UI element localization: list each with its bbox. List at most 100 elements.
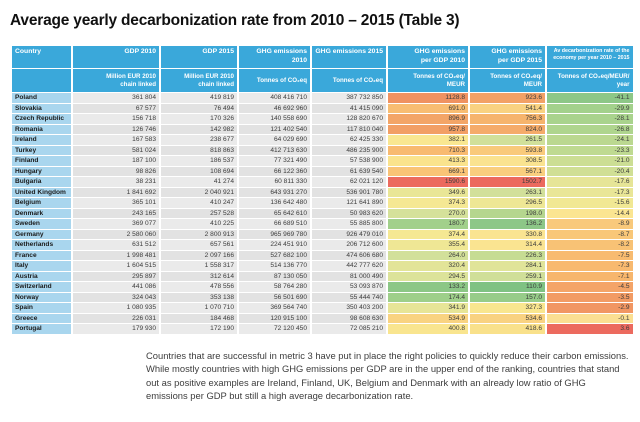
- gdp-2010-cell: 441 086: [71, 281, 161, 293]
- intensity-2010-cell: 710.3: [386, 144, 470, 156]
- intensity-2015-cell: 136.2: [468, 218, 547, 230]
- gdp-2015-cell: 184 468: [159, 312, 239, 324]
- header-row-units: Million EUR 2010 chain linked Million EU…: [10, 68, 634, 93]
- col-header-ghg-2010: GHG emissions 2010: [237, 45, 312, 69]
- decarb-rate-cell: -2.9: [545, 302, 634, 314]
- gdp-2015-cell: 238 677: [159, 134, 239, 146]
- col-unit-decarb-rate: Tonnes of CO₂eq/MEUR/ year: [545, 68, 634, 93]
- intensity-2015-cell: 198.0: [468, 207, 547, 219]
- intensity-2010-cell: 264.0: [386, 249, 470, 261]
- ghg-2010-cell: 56 501 690: [237, 291, 312, 303]
- gdp-2010-cell: 98 826: [71, 165, 161, 177]
- gdp-2010-cell: 295 897: [71, 270, 161, 282]
- col-unit-intensity-2010: Tonnes of CO₂eq/ MEUR: [386, 68, 470, 93]
- footer-paragraph: Countries that are successful in metric …: [146, 349, 629, 402]
- intensity-2015-cell: 327.3: [468, 302, 547, 314]
- ghg-2015-cell: 62 021 120: [310, 176, 388, 188]
- country-cell: United Kingdom: [10, 186, 73, 198]
- decarb-rate-cell: -24.1: [545, 134, 634, 146]
- ghg-2015-cell: 57 538 900: [310, 155, 388, 167]
- country-cell: Poland: [10, 92, 73, 104]
- ghg-2015-cell: 121 641 890: [310, 197, 388, 209]
- country-cell: Switzerland: [10, 281, 73, 293]
- ghg-2015-cell: 72 085 210: [310, 323, 388, 335]
- ghg-2010-cell: 120 915 100: [237, 312, 312, 324]
- gdp-2015-cell: 76 494: [159, 102, 239, 114]
- intensity-2015-cell: 418.6: [468, 323, 547, 335]
- col-unit-ghg-2015: Tonnes of CO₂eq: [310, 68, 388, 93]
- ghg-2010-cell: 136 642 480: [237, 197, 312, 209]
- ghg-2010-cell: 514 136 770: [237, 260, 312, 272]
- decarb-rate-cell: -26.8: [545, 123, 634, 135]
- intensity-2015-cell: 263.1: [468, 186, 547, 198]
- intensity-2010-cell: 174.4: [386, 291, 470, 303]
- ghg-2010-cell: 412 713 630: [237, 144, 312, 156]
- gdp-2010-cell: 324 043: [71, 291, 161, 303]
- intensity-2015-cell: 110.9: [468, 281, 547, 293]
- decarb-rate-cell: 3.6: [545, 323, 634, 335]
- country-cell: Slovakia: [10, 102, 73, 114]
- gdp-2010-cell: 67 577: [71, 102, 161, 114]
- ghg-2010-cell: 66 122 360: [237, 165, 312, 177]
- country-cell: Bulgaria: [10, 176, 73, 188]
- ghg-2015-cell: 62 425 330: [310, 134, 388, 146]
- decarb-rate-cell: -3.5: [545, 291, 634, 303]
- country-cell: Czech Republic: [10, 113, 73, 125]
- ghg-2015-cell: 117 810 040: [310, 123, 388, 135]
- col-unit-gdp-2015: Million EUR 2010 chain linked: [159, 68, 239, 93]
- col-unit-intensity-2015: Tonnes of CO₂eq/ MEUR: [468, 68, 547, 93]
- intensity-2010-cell: 1128.8: [386, 92, 470, 104]
- gdp-2010-cell: 179 930: [71, 323, 161, 335]
- intensity-2015-cell: 1502.7: [468, 176, 547, 188]
- intensity-2015-cell: 593.8: [468, 144, 547, 156]
- gdp-2010-cell: 167 583: [71, 134, 161, 146]
- ghg-2010-cell: 65 642 610: [237, 207, 312, 219]
- gdp-2015-cell: 41 274: [159, 176, 239, 188]
- gdp-2010-cell: 1 841 692: [71, 186, 161, 198]
- ghg-2010-cell: 77 321 490: [237, 155, 312, 167]
- decarb-rate-cell: -7.5: [545, 249, 634, 261]
- gdp-2010-cell: 226 031: [71, 312, 161, 324]
- intensity-2010-cell: 382.1: [386, 134, 470, 146]
- intensity-2015-cell: 296.5: [468, 197, 547, 209]
- col-header-intensity-2015: GHG emissions per GDP 2015: [468, 45, 547, 69]
- gdp-2015-cell: 312 614: [159, 270, 239, 282]
- ghg-2010-cell: 58 764 280: [237, 281, 312, 293]
- gdp-2010-cell: 38 231: [71, 176, 161, 188]
- ghg-2015-cell: 53 093 870: [310, 281, 388, 293]
- decarb-rate-cell: -7.3: [545, 260, 634, 272]
- gdp-2010-cell: 1 080 935: [71, 302, 161, 314]
- intensity-2010-cell: 534.9: [386, 312, 470, 324]
- gdp-2010-cell: 126 746: [71, 123, 161, 135]
- table-row: Netherlands 631 512 657 561 224 451 910 206 …: [10, 239, 634, 251]
- intensity-2010-cell: 413.3: [386, 155, 470, 167]
- col-header-intensity-2010: GHG emissions per GDP 2010: [386, 45, 470, 69]
- decarb-rate-cell: -29.9: [545, 102, 634, 114]
- ghg-2015-cell: 81 000 490: [310, 270, 388, 282]
- ghg-2010-cell: 121 402 540: [237, 123, 312, 135]
- table-row: Poland 361 804 419 819 408 416 710 387 732 8…: [10, 92, 634, 104]
- ghg-2010-cell: 66 689 510: [237, 218, 312, 230]
- ghg-2010-cell: 72 120 450: [237, 323, 312, 335]
- gdp-2015-cell: 818 863: [159, 144, 239, 156]
- ghg-2015-cell: 55 885 800: [310, 218, 388, 230]
- intensity-2015-cell: 567.1: [468, 165, 547, 177]
- intensity-2015-cell: 259.1: [468, 270, 547, 282]
- col-unit-country: [10, 68, 73, 93]
- ghg-2015-cell: 50 983 620: [310, 207, 388, 219]
- gdp-2015-cell: 186 537: [159, 155, 239, 167]
- ghg-2015-cell: 128 820 670: [310, 113, 388, 125]
- intensity-2015-cell: 824.0: [468, 123, 547, 135]
- country-cell: Ireland: [10, 134, 73, 146]
- gdp-2010-cell: 156 718: [71, 113, 161, 125]
- gdp-2015-cell: 172 190: [159, 323, 239, 335]
- ghg-2015-cell: 350 403 200: [310, 302, 388, 314]
- ghg-2015-cell: 61 639 540: [310, 165, 388, 177]
- gdp-2015-cell: 1 070 710: [159, 302, 239, 314]
- ghg-2010-cell: 46 692 960: [237, 102, 312, 114]
- country-cell: Portugal: [10, 323, 73, 335]
- decarb-rate-cell: -23.3: [545, 144, 634, 156]
- table-row: Switzerland 441 086 478 556 58 764 280 53 09…: [10, 281, 634, 293]
- decarb-rate-cell: -41.1: [545, 92, 634, 104]
- intensity-2010-cell: 374.4: [386, 228, 470, 240]
